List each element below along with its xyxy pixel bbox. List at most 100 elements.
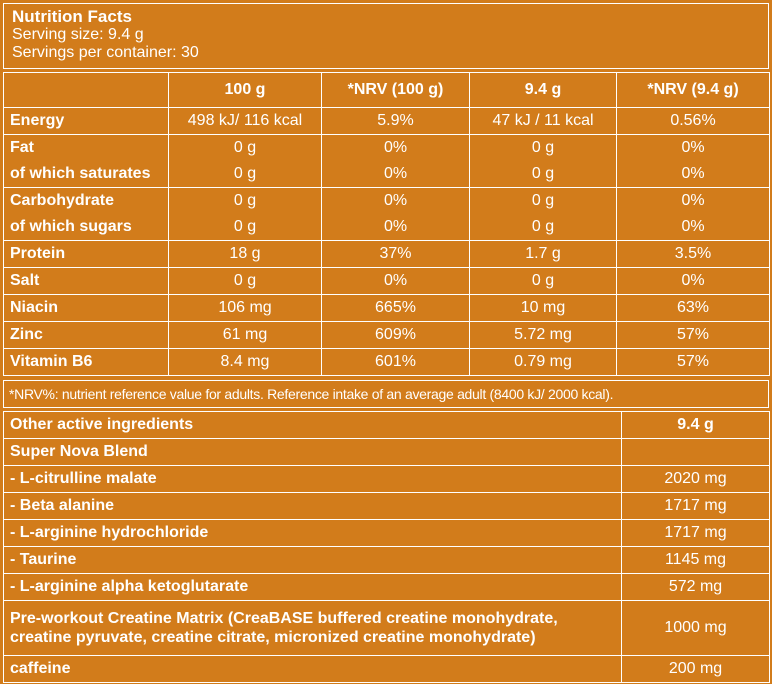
carb-100g: 0 g <box>233 192 257 209</box>
caffeine-name: caffeine <box>3 655 622 683</box>
cell-nrv-100g: 5.9% <box>321 107 470 135</box>
cell-100g: 0 g 0 g <box>168 187 322 241</box>
sugars-serving: 0 g <box>531 218 555 235</box>
cell-serving: 47 kJ / 11 kcal <box>469 107 617 135</box>
cell-nrv-serving: 57% <box>616 348 770 376</box>
row-label: Energy <box>3 107 169 135</box>
ingredient-name: - L-arginine hydrochloride <box>3 519 622 547</box>
row-fat: Fat of which saturates 0 g 0 g 0% 0% 0 g… <box>3 134 770 188</box>
active-ingredients-table: Other active ingredients 9.4 g Super Nov… <box>3 411 770 683</box>
ingredient-row: - Beta alanine 1717 mg <box>3 492 770 520</box>
cell-nrv-100g: 0% 0% <box>321 134 470 188</box>
row-energy: Energy 498 kJ/ 116 kcal 5.9% 47 kJ / 11 … <box>3 107 770 135</box>
ingredient-name: - L-arginine alpha ketoglutarate <box>3 573 622 601</box>
cell-nrv-serving: 63% <box>616 294 770 322</box>
cell-100g: 61 mg <box>168 321 322 349</box>
ingredient-name: - L-citrulline malate <box>3 465 622 493</box>
cell-serving: 0 g 0 g <box>469 134 617 188</box>
cell-100g: 106 mg <box>168 294 322 322</box>
active-header-row: Other active ingredients 9.4 g <box>3 411 770 439</box>
cell-nrv-100g: 0% 0% <box>321 187 470 241</box>
saturates-nrv-serving: 0% <box>681 165 705 182</box>
row-vitamin-b6: Vitamin B6 8.4 mg 601% 0.79 mg 57% <box>3 348 770 376</box>
cell-serving: 1.7 g <box>469 240 617 268</box>
cell-nrv-serving: 57% <box>616 321 770 349</box>
cell-100g: 8.4 mg <box>168 348 322 376</box>
cell-serving: 5.72 mg <box>469 321 617 349</box>
active-header-label: Other active ingredients <box>3 411 622 439</box>
saturates-serving: 0 g <box>531 165 555 182</box>
fat-100g: 0 g <box>233 139 257 156</box>
active-header-value: 9.4 g <box>621 411 770 439</box>
ingredient-row: - L-arginine hydrochloride 1717 mg <box>3 519 770 547</box>
row-label: Vitamin B6 <box>3 348 169 376</box>
saturates-100g: 0 g <box>233 165 257 182</box>
row-label: Niacin <box>3 294 169 322</box>
fat-nrv-serving: 0% <box>681 139 705 156</box>
carb-serving: 0 g <box>531 192 555 209</box>
ingredient-value: 2020 mg <box>621 465 770 493</box>
nrv-footnote: *NRV%: nutrient reference value for adul… <box>3 380 769 408</box>
ingredient-value: 1717 mg <box>621 492 770 520</box>
fat-nrv-100g: 0% <box>383 139 408 156</box>
row-label: Fat of which saturates <box>3 134 169 188</box>
row-protein: Protein 18 g 37% 1.7 g 3.5% <box>3 240 770 268</box>
panel-title: Nutrition Facts <box>12 7 132 26</box>
cell-100g: 498 kJ/ 116 kcal <box>168 107 322 135</box>
cell-nrv-100g: 665% <box>321 294 470 322</box>
cell-nrv-serving: 0% <box>616 267 770 295</box>
carb-nrv-serving: 0% <box>681 192 705 209</box>
nutrition-header: Nutrition Facts Serving size: 9.4 g Serv… <box>3 3 769 69</box>
servings-per-container: Servings per container: 30 <box>12 44 199 61</box>
blend-value <box>621 438 770 466</box>
creatine-matrix-value: 1000 mg <box>621 600 770 656</box>
ingredient-name: - Taurine <box>3 546 622 574</box>
row-niacin: Niacin 106 mg 665% 10 mg 63% <box>3 294 770 322</box>
col-header-nrv-serving: *NRV (9.4 g) <box>616 72 770 108</box>
row-salt: Salt 0 g 0% 0 g 0% <box>3 267 770 295</box>
label-carbohydrate: Carbohydrate <box>10 192 115 209</box>
creatine-matrix-name: Pre-workout Creatine Matrix (CreaBASE bu… <box>3 600 622 656</box>
fat-serving: 0 g <box>531 139 555 156</box>
cell-serving: 0 g 0 g <box>469 187 617 241</box>
ingredient-value: 572 mg <box>621 573 770 601</box>
row-label: Salt <box>3 267 169 295</box>
creatine-matrix-row: Pre-workout Creatine Matrix (CreaBASE bu… <box>3 600 770 656</box>
carb-nrv-100g: 0% <box>383 192 408 209</box>
label-sugars: of which sugars <box>10 218 132 235</box>
cell-nrv-serving: 3.5% <box>616 240 770 268</box>
cell-nrv-serving: 0% 0% <box>616 187 770 241</box>
label-saturates: of which saturates <box>10 165 151 182</box>
ingredient-value: 1145 mg <box>621 546 770 574</box>
blend-row: Super Nova Blend <box>3 438 770 466</box>
cell-serving: 0 g <box>469 267 617 295</box>
row-label: Zinc <box>3 321 169 349</box>
caffeine-value: 200 mg <box>621 655 770 683</box>
ingredient-row: - L-arginine alpha ketoglutarate 572 mg <box>3 573 770 601</box>
cell-nrv-serving: 0% 0% <box>616 134 770 188</box>
cell-nrv-100g: 37% <box>321 240 470 268</box>
sugars-nrv-serving: 0% <box>681 218 705 235</box>
ingredient-row: - Taurine 1145 mg <box>3 546 770 574</box>
cell-100g: 0 g <box>168 267 322 295</box>
cell-nrv-100g: 0% <box>321 267 470 295</box>
col-header-100g: 100 g <box>168 72 322 108</box>
ingredient-name: - Beta alanine <box>3 492 622 520</box>
caffeine-row: caffeine 200 mg <box>3 655 770 683</box>
nutrition-table: 100 g *NRV (100 g) 9.4 g *NRV (9.4 g) En… <box>3 72 770 376</box>
row-label: Carbohydrate of which sugars <box>3 187 169 241</box>
cell-100g: 0 g 0 g <box>168 134 322 188</box>
sugars-100g: 0 g <box>233 218 257 235</box>
creatine-matrix-line-1: Pre-workout Creatine Matrix (CreaBASE bu… <box>10 610 558 627</box>
row-label: Protein <box>3 240 169 268</box>
creatine-matrix-line-2: creatine pyruvate, creatine citrate, mic… <box>10 629 536 646</box>
ingredient-value: 1717 mg <box>621 519 770 547</box>
ingredient-row: - L-citrulline malate 2020 mg <box>3 465 770 493</box>
cell-serving: 0.79 mg <box>469 348 617 376</box>
label-fat: Fat <box>10 139 34 156</box>
serving-size: Serving size: 9.4 g <box>12 26 144 43</box>
cell-nrv-100g: 601% <box>321 348 470 376</box>
cell-100g: 18 g <box>168 240 322 268</box>
cell-nrv-100g: 609% <box>321 321 470 349</box>
